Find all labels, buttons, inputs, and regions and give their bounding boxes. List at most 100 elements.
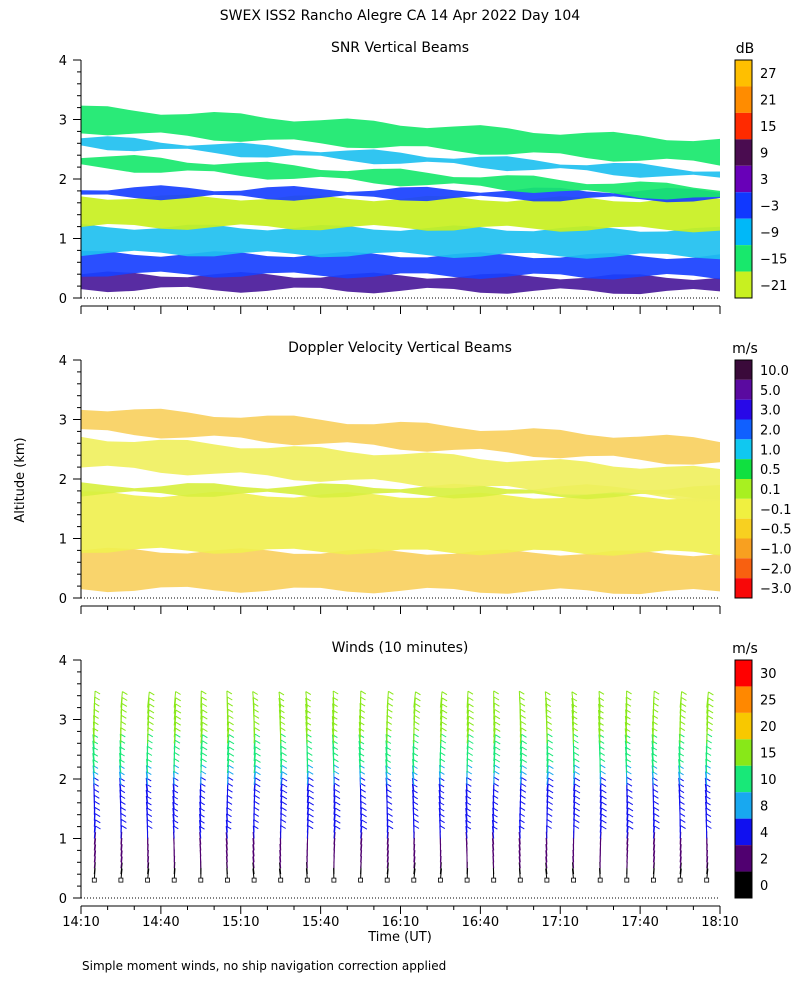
wind-barb	[306, 796, 310, 809]
wind-barb-feather	[707, 727, 713, 732]
wind-barb	[413, 862, 416, 875]
wind-barb	[651, 759, 654, 774]
wind-barb-feather	[654, 825, 660, 830]
wind-barb	[226, 759, 230, 774]
colorbar-swatch	[735, 578, 752, 598]
wind-barb-feather	[574, 783, 581, 788]
wind-barb	[225, 832, 228, 845]
wind-barb-feather	[520, 783, 527, 787]
wind-barb	[465, 814, 468, 827]
wind-barb	[438, 796, 441, 809]
wind-barb	[598, 710, 601, 726]
wind-barb	[492, 844, 495, 857]
wind-barb-feather	[121, 818, 127, 823]
wind-barb-feather	[255, 752, 261, 757]
wind-barb-feather	[547, 789, 554, 794]
calm-marker	[224, 877, 230, 883]
wind-barb-feather	[148, 709, 155, 714]
wind-barb	[280, 777, 283, 791]
wind-barb-feather	[574, 758, 580, 763]
y-tick-label: 1	[59, 833, 67, 848]
wind-barb-feather	[601, 801, 607, 806]
wind-barb	[385, 777, 388, 791]
wind-barb	[172, 789, 175, 803]
wind-barb	[519, 765, 523, 780]
wind-barb-feather	[441, 715, 448, 720]
wind-barb	[200, 709, 203, 726]
wind-barb	[519, 746, 523, 762]
wind-barb	[599, 814, 602, 827]
wind-barb	[412, 789, 415, 803]
wind-barb-feather	[574, 807, 580, 812]
wind-barb-feather	[147, 733, 154, 738]
contour-layer-0	[81, 271, 720, 295]
wind-barb-feather	[387, 812, 393, 817]
calm-marker	[251, 877, 257, 883]
contour-layer-1	[81, 491, 720, 556]
wind-barb-feather	[601, 807, 607, 812]
wind-barb	[305, 691, 308, 708]
contour-layer-7	[81, 105, 720, 166]
wind-barb	[120, 856, 123, 869]
wind-barb	[147, 691, 150, 708]
x-tick-label: 14:40	[142, 915, 179, 930]
wind-barb	[199, 807, 202, 821]
wind-barb	[678, 746, 681, 762]
doppler-field	[81, 408, 720, 595]
wind-barb-feather	[573, 825, 580, 829]
wind-barb-feather	[493, 782, 499, 787]
wind-barb-feather	[521, 740, 527, 745]
wind-barb	[518, 862, 521, 875]
wind-barb-feather	[121, 702, 128, 707]
colorbar-label: −9	[760, 226, 779, 241]
wind-barb	[546, 777, 549, 791]
wind-barb	[332, 690, 335, 708]
colorbar-label: 21	[760, 94, 777, 109]
wind-barb	[624, 734, 628, 750]
wind-barb	[518, 850, 521, 863]
wind-barb	[626, 826, 629, 839]
wind-barb	[333, 795, 336, 809]
wind-barb	[358, 721, 362, 738]
wind-barb-feather	[680, 825, 686, 830]
wind-barb	[411, 783, 415, 797]
wind-barb	[200, 690, 202, 708]
wind-barb	[172, 783, 175, 797]
wind-barb-feather	[332, 690, 339, 695]
calm-marker	[411, 877, 417, 883]
wind-barb-feather	[574, 801, 581, 806]
colorbar-swatch	[735, 765, 752, 793]
wind-barb	[306, 813, 309, 827]
colorbar-swatch	[735, 712, 752, 740]
wind-barb-feather	[547, 795, 554, 800]
wind-barb-feather	[653, 806, 660, 811]
wind-barb	[360, 819, 363, 833]
wind-barb-feather	[441, 721, 447, 726]
y-tick-label: 1	[59, 533, 67, 548]
wind-barb-feather	[520, 800, 526, 805]
wind-barb	[358, 728, 362, 744]
wind-barb	[306, 777, 309, 791]
wind-barb-feather	[467, 690, 474, 695]
wind-barb-feather	[574, 813, 580, 818]
wind-barb	[226, 753, 230, 768]
x-tick-label: 16:40	[462, 915, 499, 930]
wind-barb	[651, 734, 654, 750]
wind-barb	[172, 813, 175, 827]
wind-barb	[466, 703, 469, 720]
wind-barb-feather	[175, 691, 181, 695]
wind-barb-feather	[228, 715, 234, 719]
wind-barb-feather	[201, 746, 208, 751]
wind-barb	[386, 691, 389, 708]
wind-barb	[119, 771, 122, 785]
wind-barb-feather	[574, 795, 581, 800]
wind-barb	[466, 691, 469, 708]
wind-barb-feather	[599, 751, 605, 756]
wind-barb	[704, 783, 708, 797]
wind-barb-feather	[387, 819, 394, 824]
calm-marker	[704, 877, 710, 883]
wind-barb	[438, 777, 441, 791]
doppler-colorbar: 10.0 5.0 3.0 2.0 1.0 0.5 0.1 −0.1 −0.5 −1.0 −2.0 −3…	[734, 359, 792, 599]
wind-barb	[93, 838, 97, 851]
